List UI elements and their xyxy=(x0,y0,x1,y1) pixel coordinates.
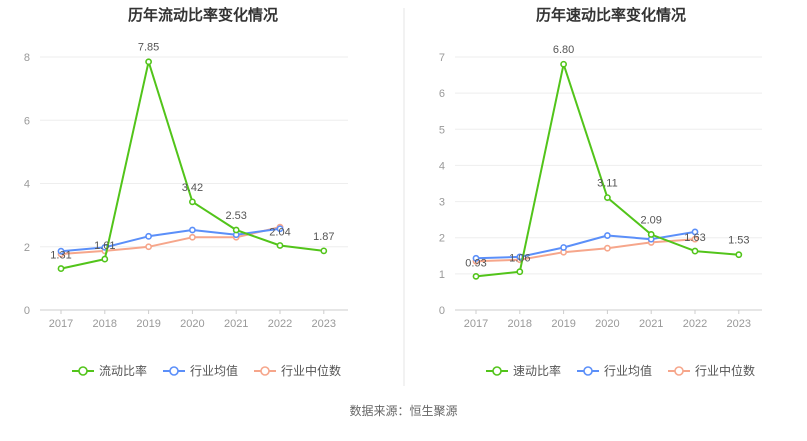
series-line-avg xyxy=(60,227,281,253)
data-point-primary xyxy=(188,198,196,206)
data-point-avg xyxy=(604,232,611,239)
legend-item-primary: 速动比率 xyxy=(486,363,561,378)
y-tick-label: 1 xyxy=(439,269,445,281)
data-point-primary xyxy=(647,231,655,238)
y-tick-label: 4 xyxy=(24,179,30,191)
x-tick-label: 2020 xyxy=(595,318,619,330)
chart-title: 历年流动比率变化情况 xyxy=(128,6,278,24)
y-tick-label: 5 xyxy=(439,124,445,136)
legend-item-median: 行业中位数 xyxy=(668,363,755,378)
data-label: 1.31 xyxy=(50,250,71,262)
data-label: 3.42 xyxy=(182,182,203,194)
data-point-median xyxy=(188,233,196,241)
x-tick-label: 2021 xyxy=(224,318,248,330)
data-point-avg xyxy=(691,228,699,236)
x-tick-label: 2020 xyxy=(180,318,204,330)
data-point-avg xyxy=(188,226,196,234)
data-label: 0.93 xyxy=(465,257,486,269)
data-point-primary xyxy=(604,194,611,201)
x-tick-label: 2022 xyxy=(268,318,292,330)
x-tick-label: 2017 xyxy=(464,318,488,330)
legend-item-avg: 行业均值 xyxy=(163,363,238,378)
data-label: 1.53 xyxy=(728,235,749,247)
x-tick-label: 2019 xyxy=(551,318,575,330)
data-label: 1.87 xyxy=(313,231,334,243)
legend-item-primary: 流动比率 xyxy=(72,363,147,378)
legend-label: 行业均值 xyxy=(190,363,238,378)
data-point-avg xyxy=(472,254,480,262)
y-tick-label: 3 xyxy=(439,197,445,209)
data-label: 2.04 xyxy=(269,226,290,238)
y-tick-label: 4 xyxy=(439,160,445,172)
data-point-avg xyxy=(145,232,152,240)
y-tick-label: 2 xyxy=(439,233,445,245)
data-label: 2.09 xyxy=(640,214,661,226)
legend-label: 流动比率 xyxy=(99,363,147,378)
data-label: 3.11 xyxy=(597,178,618,190)
x-tick-label: 2023 xyxy=(727,318,751,330)
legend-label: 速动比率 xyxy=(513,363,561,378)
data-point-primary xyxy=(472,272,480,280)
data-point-primary xyxy=(320,247,328,255)
data-point-median xyxy=(691,235,699,243)
chart-panel-1: 历年流动比率变化情况 0 2 4 6 8 2017 2018 2019 2020 2021 2022 2… xyxy=(24,6,348,378)
data-point-primary xyxy=(101,255,109,263)
data-label: 2.53 xyxy=(225,210,246,222)
data-point-median xyxy=(145,243,152,251)
legend-item-median: 行业中位数 xyxy=(254,363,341,378)
y-tick-label: 8 xyxy=(24,52,30,64)
y-tick-label: 6 xyxy=(439,88,445,100)
data-point-primary xyxy=(516,268,524,276)
x-tick-label: 2022 xyxy=(683,318,707,330)
data-point-avg xyxy=(276,225,284,233)
x-tick-label: 2018 xyxy=(93,318,117,330)
legend-marker xyxy=(169,366,179,376)
legend-marker xyxy=(583,366,593,376)
legend-marker xyxy=(674,366,684,376)
data-label: 1.63 xyxy=(684,232,705,244)
legend-marker xyxy=(492,366,502,376)
legend: 流动比率 行业均值 行业中位数 xyxy=(72,363,341,378)
x-tick-label: 2023 xyxy=(312,318,336,330)
legend-item-avg: 行业均值 xyxy=(577,363,652,378)
legend-label: 行业均值 xyxy=(604,363,652,378)
data-label: 7.85 xyxy=(138,42,159,54)
legend-marker xyxy=(260,366,270,376)
y-tick-label: 0 xyxy=(439,305,445,317)
data-point-median xyxy=(604,244,611,252)
data-source: 数据来源：恒生聚源 xyxy=(349,404,458,418)
x-tick-label: 2017 xyxy=(49,318,73,330)
y-tick-label: 2 xyxy=(24,242,30,254)
data-point-primary xyxy=(691,247,699,255)
data-point-primary xyxy=(560,60,567,68)
legend-label: 行业中位数 xyxy=(281,363,341,378)
data-point-primary xyxy=(232,226,240,234)
data-point-primary xyxy=(276,242,284,249)
data-point-primary xyxy=(145,58,152,66)
series-line-primary xyxy=(475,63,739,278)
data-label: 1.61 xyxy=(94,240,115,252)
x-tick-label: 2019 xyxy=(136,318,160,330)
y-tick-label: 7 xyxy=(439,52,445,64)
chart-panel-2: 历年速动比率变化情况 0 1 2 3 4 5 6 7 2017 2018 2019 2020 2021 20… xyxy=(439,6,762,378)
data-point-avg xyxy=(57,247,65,255)
y-tick-label: 6 xyxy=(24,115,30,127)
x-tick-label: 2021 xyxy=(639,318,663,330)
data-label: 6.80 xyxy=(553,44,574,56)
series-line-median xyxy=(475,238,696,263)
legend-marker xyxy=(78,366,88,376)
data-point-primary xyxy=(57,265,65,272)
legend-label: 行业中位数 xyxy=(695,363,755,378)
legend: 速动比率 行业均值 行业中位数 xyxy=(486,363,755,378)
x-tick-label: 2018 xyxy=(508,318,532,330)
data-point-avg xyxy=(560,244,567,251)
y-tick-label: 0 xyxy=(24,305,30,317)
data-label: 1.06 xyxy=(509,253,530,265)
data-point-primary xyxy=(735,251,743,259)
series-line-median xyxy=(60,226,281,255)
chart-title: 历年速动比率变化情况 xyxy=(536,6,686,24)
